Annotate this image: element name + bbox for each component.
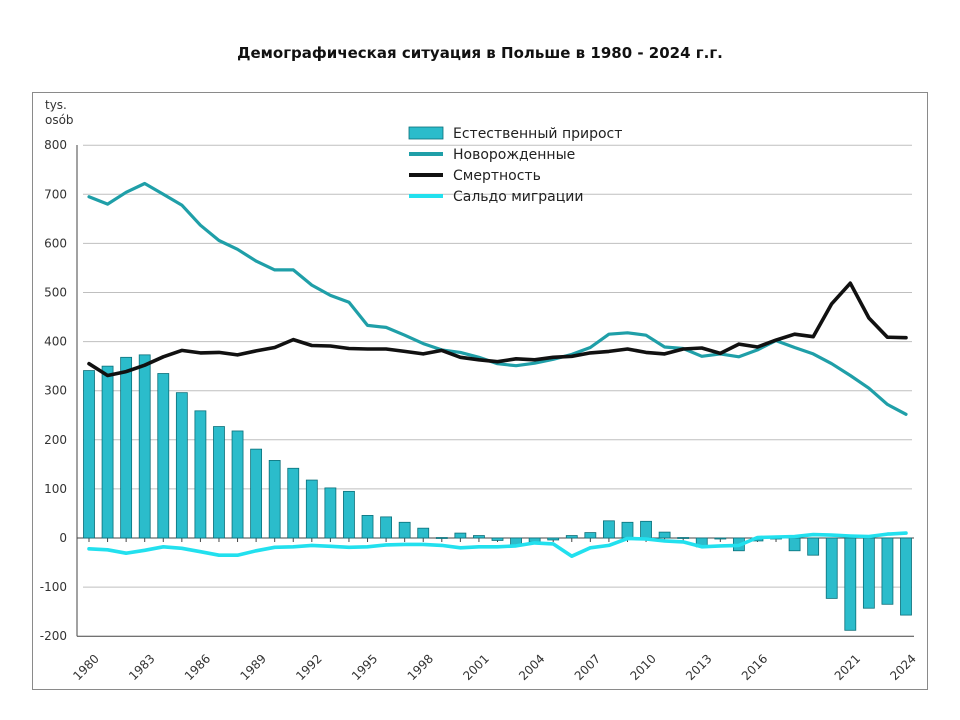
legend-label: Естественный прирост [453,126,622,142]
bar-natural-increase [584,532,597,539]
x-tick-label: 2013 [683,652,714,683]
bar-natural-increase [900,537,912,616]
bar-natural-increase [603,520,615,539]
bar-natural-increase [473,535,485,539]
y-tick-label: 800 [44,138,67,152]
y-axis-unit-label: tys. [45,98,67,112]
bar-natural-increase [714,537,727,540]
bar-natural-increase [881,537,894,605]
y-axis-unit-label: osób [45,113,74,127]
bar-natural-increase [677,537,690,539]
bar-natural-increase [138,354,151,539]
chart-canvas: tys.osób 800 700 600 500 400 300 200 100 0 -100 -20… [40,98,919,683]
x-tick-label: 2007 [572,652,603,683]
line-deaths [87,281,908,378]
line-migration [87,531,908,559]
bar-natural-increase [862,537,875,609]
bar-natural-increase [398,521,411,539]
bar-natural-increase [454,532,467,539]
bar-natural-increase [287,467,300,539]
y-tick-label: 100 [44,482,67,496]
bar-natural-increase [435,537,448,539]
bar-natural-increase [305,479,318,539]
bar-natural-increase [343,490,355,539]
x-tick-label: 1980 [70,652,101,683]
y-tick-label: 700 [44,187,67,201]
legend-label: Сальдо миграции [453,189,583,205]
x-tick-label: 2010 [627,652,658,683]
y-tick-label: 300 [44,384,67,398]
line-births [87,181,908,416]
bar-natural-increase [213,426,225,539]
bar-natural-increase [120,356,133,539]
bar-natural-increase [83,370,95,539]
y-tick-label: 200 [44,433,67,447]
bar-natural-increase [101,365,114,539]
y-tick-label: -200 [40,629,67,643]
x-tick-label: 1995 [349,652,380,683]
bar-natural-increase [788,537,801,552]
bar-natural-increase [825,537,838,599]
legend-label: Смертность [453,168,541,184]
bar-natural-increase [844,537,857,631]
bar-natural-increase [324,487,337,539]
y-tick-label: 0 [59,531,67,545]
chart-title: Демографическая ситуация в Польше в 1980… [237,44,723,62]
bar-natural-increase [175,392,188,539]
x-tick-label: 2021 [832,652,863,683]
chart-frame: tys. osób 800 700 600 500 400 300 200 100 0 -100 -20… [32,92,928,690]
bar-natural-increase [640,520,652,539]
x-tick-label: 1986 [182,652,213,683]
bar-natural-increase [380,516,392,539]
x-tick-label: 1983 [126,652,157,683]
bar-natural-increase [491,537,504,541]
x-tick-label: 2016 [739,652,770,683]
bar-natural-increase [268,460,281,539]
bar-natural-increase [361,515,374,539]
bar-natural-increase [194,410,207,539]
y-tick-label: 400 [44,335,67,349]
bar-natural-increase [157,373,170,539]
bar-natural-increase [417,527,430,539]
bar-natural-increase [231,430,244,539]
legend-label: Новорожденные [453,147,575,163]
y-tick-label: -100 [40,580,67,594]
x-tick-label: 1989 [238,652,269,683]
y-tick-label: 600 [44,236,67,250]
bar-natural-increase [621,521,634,539]
y-tick-label: 500 [44,286,67,300]
x-tick-label: 2024 [887,652,918,683]
bar-natural-increase [807,537,820,556]
bar-natural-increase [547,537,560,541]
bar-natural-increase [658,531,671,539]
x-tick-label: 2004 [516,652,547,683]
x-tick-label: 1992 [293,652,324,683]
bar-natural-increase [250,448,263,539]
x-tick-label: 1998 [405,652,436,683]
bar-natural-increase [565,535,578,539]
legend-swatch-bar [408,126,444,140]
x-tick-label: 2001 [460,652,491,683]
